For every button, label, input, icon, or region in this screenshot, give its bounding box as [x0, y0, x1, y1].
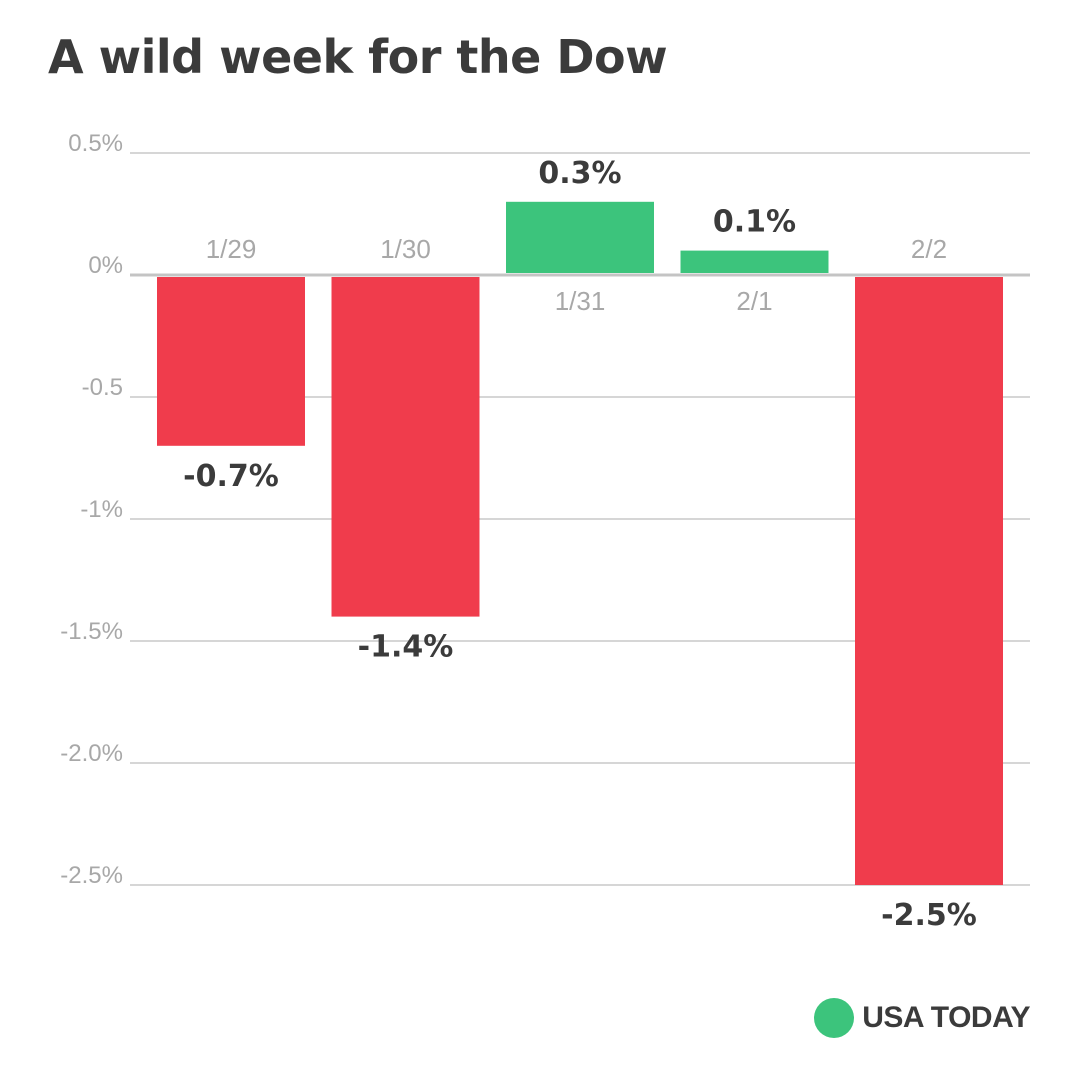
y-tick-label: 0% — [88, 252, 123, 279]
bar-1-29 — [157, 277, 305, 446]
chart-title: A wild week for the Dow — [48, 30, 668, 84]
y-tick-label: -1.5% — [60, 618, 123, 645]
y-tick-label: 0.5% — [68, 130, 123, 157]
data-label: 0.1% — [713, 205, 796, 240]
data-label: -2.5% — [881, 898, 977, 933]
category-label: 2/2 — [911, 234, 947, 264]
data-label: -0.7% — [183, 459, 279, 494]
y-tick-label: -1% — [80, 496, 123, 523]
data-label: -1.4% — [358, 630, 454, 665]
category-label: 1/30 — [380, 234, 431, 264]
brand-name: USA TODAY — [862, 1001, 1030, 1034]
category-label: 2/1 — [736, 286, 772, 316]
labels: 1/29 -0.7% 1/30 -1.4% 1/31 0.3% 2/1 0.1% 2/2 -2.5… — [183, 156, 977, 933]
brand-dot-icon — [814, 998, 855, 1038]
brand-logo: USA TODAY — [814, 998, 1030, 1038]
data-label: 0.3% — [538, 156, 621, 191]
bar-1-30 — [331, 277, 480, 617]
y-axis-ticks: 0.5% 0% -0.5 -1% -1.5% -2.0% -2.5% — [60, 130, 123, 889]
y-tick-label: -2.0% — [60, 740, 123, 767]
bar-2-1 — [680, 250, 829, 273]
bar-1-31 — [506, 201, 654, 273]
y-tick-label: -0.5 — [82, 374, 123, 401]
bar-2-2 — [855, 277, 1003, 885]
y-tick-label: -2.5% — [60, 862, 123, 889]
category-label: 1/31 — [555, 286, 606, 316]
category-label: 1/29 — [206, 234, 257, 264]
bars — [157, 201, 1003, 885]
